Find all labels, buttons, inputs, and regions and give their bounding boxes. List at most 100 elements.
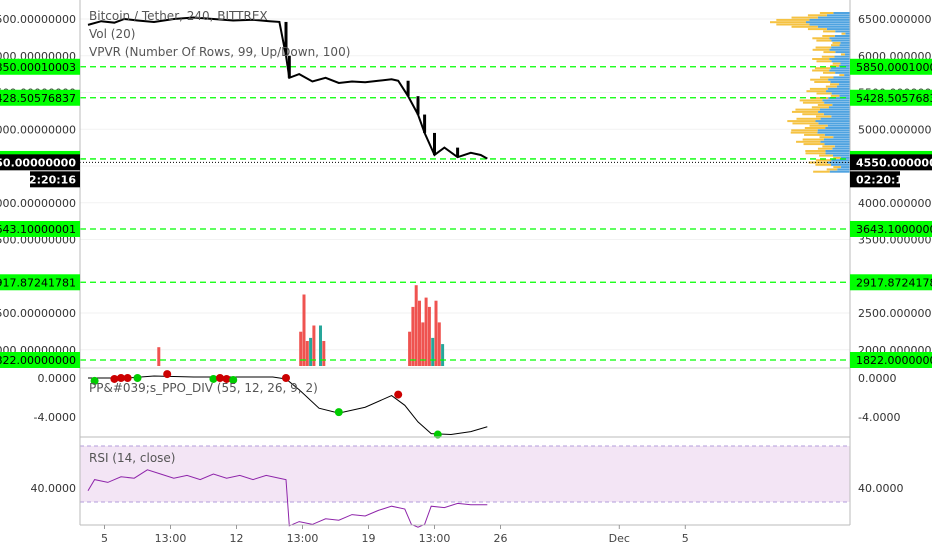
ppo-dot (282, 374, 290, 382)
volume-bar (322, 341, 326, 366)
vpvr-bar-up (824, 143, 850, 146)
vpvr-bar-down (776, 18, 810, 21)
volume-bar (418, 300, 421, 366)
level-tag-left[interactable] (0, 352, 80, 368)
vpvr-bar-down (809, 124, 828, 127)
vpvr-bar-down (830, 64, 840, 67)
vpvr-bar-down (816, 39, 832, 42)
vpvr-bar-down (809, 87, 828, 90)
candle (423, 114, 427, 133)
ppo-dot (163, 370, 172, 379)
price-tick-label: 6500.00000000 (858, 13, 932, 26)
main-pane[interactable]: Bitcoin / Tether, 240, BITTREX Vol (20) … (80, 0, 850, 368)
vpvr-bar-down (810, 97, 829, 100)
vpvr-bar-down (832, 41, 841, 44)
vpvr-bar-down (815, 163, 831, 166)
horizontal-levels[interactable] (80, 66, 850, 361)
vpvr-bar-down (810, 78, 829, 81)
ppo-dot (334, 408, 343, 417)
rsi-pane[interactable]: RSI (14, close) (80, 436, 850, 528)
vpvr-bar-down (804, 133, 825, 136)
level-tag-right[interactable] (850, 352, 932, 368)
vpvr-bar-down (814, 81, 831, 83)
level-tag-label: 1822.00000000 (0, 354, 76, 367)
vpvr-bar-down (812, 58, 830, 60)
last-price-tag[interactable] (850, 154, 932, 171)
level-tag-left[interactable] (0, 274, 80, 291)
price-tick-label: 2500.00000000 (0, 307, 76, 320)
time-axis[interactable]: 5 13:00 12 13:00 19 13:00 26 Dec 5 (101, 525, 689, 545)
vpvr-bar-up (840, 166, 850, 169)
rsi-tick-label: 40.0000 (858, 482, 904, 495)
vpvr-bar-up (834, 55, 850, 58)
vpvr-bar-down (821, 55, 835, 58)
last-price-tag[interactable] (0, 154, 80, 171)
level-tag-label: 3643.10000001 (856, 223, 932, 236)
vpvr-bar-up (833, 76, 850, 79)
countdown-tag[interactable] (850, 171, 900, 188)
left-price-axis[interactable]: 6500.000000006000.000000005500.000000005… (0, 13, 80, 495)
vpvr-bar-down (812, 48, 830, 51)
rsi-band (80, 446, 850, 502)
level-tag-right[interactable] (850, 220, 932, 237)
vpvr-histogram (770, 12, 850, 173)
price-tick-label: 4000.00000000 (858, 197, 932, 210)
time-tick-label: 13:00 (287, 532, 319, 545)
vpvr-bar-down (807, 14, 827, 17)
countdown-tag[interactable] (30, 171, 80, 188)
ppo-dot (117, 374, 125, 382)
level-tag-right[interactable] (850, 58, 932, 75)
vpvr-bar-up (815, 120, 850, 123)
level-tag-right[interactable] (850, 89, 932, 106)
vpvr-bar-down (819, 12, 834, 14)
time-tick-label: 13:00 (419, 532, 451, 545)
level-tag-left[interactable] (0, 89, 80, 106)
vpvr-bar-up (830, 67, 850, 70)
volume-bar (312, 325, 316, 366)
vpvr-bar-up (825, 150, 850, 152)
ppo-dot (209, 374, 218, 383)
ppo-legend: PP&#039;s_PPO_DIV (55, 12, 26, 9, 2) (89, 381, 318, 395)
vpvr-bar-down (819, 136, 834, 139)
volume-bar (305, 341, 309, 366)
main-pane-bg (80, 0, 850, 368)
vpvr-bar-up (830, 81, 850, 83)
vpvr-bar-up (829, 170, 850, 173)
last-price-label: 4550.00000000 (856, 156, 932, 169)
price-tick-label: 6500.00000000 (0, 13, 76, 26)
candle (416, 96, 420, 115)
volume-bar (408, 331, 412, 366)
vpvr-bar-down (822, 145, 835, 148)
level-tag-label: 5428.50576837 (856, 92, 932, 105)
level-tag-left[interactable] (0, 58, 80, 75)
ppo-pane[interactable]: PP&#039;s_PPO_DIV (55, 12, 26, 9, 2) (80, 367, 850, 439)
vpvr-bar-up (829, 69, 850, 72)
vpvr-bar-up (817, 131, 850, 134)
level-tag-label: 5850.00010003 (856, 61, 932, 74)
vpvr-bar-down (806, 90, 827, 93)
vpvr-bar-up (845, 32, 850, 35)
level-tag-label: 1822.00000000 (856, 354, 932, 367)
vpvr-bar-down (833, 166, 841, 169)
volume-bar (414, 285, 418, 366)
vpvr-bar-up (829, 48, 850, 51)
vpvr-bar-down (819, 76, 834, 79)
right-price-axis[interactable]: 6500.000000006000.000000005500.000000005… (850, 13, 932, 495)
vpvr-bar-up (831, 60, 850, 63)
volume-bar (309, 337, 313, 366)
volume-bar (421, 322, 425, 366)
vpvr-bar-down (787, 120, 816, 123)
vpvr-bar-up (827, 124, 850, 127)
vpvr-bar-up (809, 18, 850, 21)
vpvr-bar-up (817, 129, 850, 132)
vpvr-bar-down (819, 154, 834, 157)
vpvr-bar-down (791, 129, 818, 132)
level-tag-left[interactable] (0, 220, 80, 237)
level-tag-right[interactable] (850, 274, 932, 291)
vpvr-bar-up (829, 37, 850, 40)
candle (287, 55, 291, 78)
vpvr-bar-up (837, 168, 850, 171)
level-tag-label: 5428.50576837 (0, 92, 76, 105)
vpvr-bar-down (830, 44, 840, 47)
